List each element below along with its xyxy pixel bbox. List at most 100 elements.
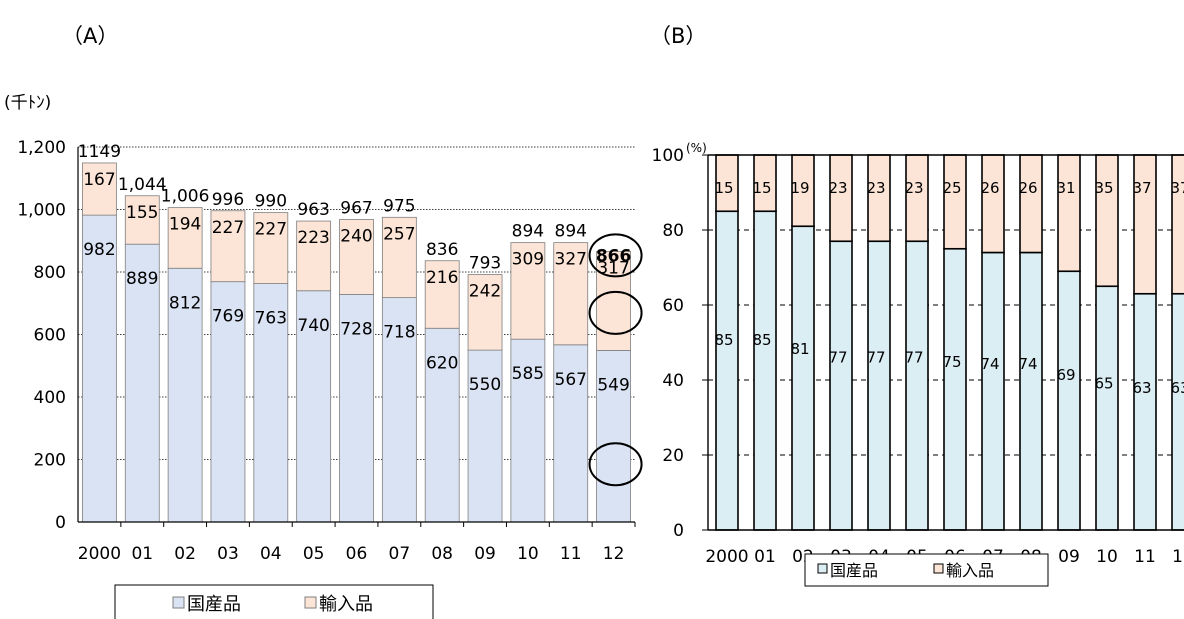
bar-imported bbox=[124, 195, 160, 245]
bar-domestic bbox=[905, 240, 929, 531]
panel-a-unit-label: (千ﾄﾝ) bbox=[4, 93, 51, 113]
data-label-domestic: 85 bbox=[714, 331, 733, 349]
bar-domestic bbox=[296, 290, 332, 523]
panel-b-bars bbox=[715, 154, 1184, 531]
data-label-imported: 26 bbox=[980, 179, 999, 197]
panel-a-x-tick-label: 12 bbox=[603, 544, 625, 564]
bar-imported bbox=[510, 242, 546, 340]
panel-b-y-tick-label: 60 bbox=[662, 296, 684, 316]
panel-b-x-tick-label: 11 bbox=[1134, 547, 1156, 567]
data-label-domestic: 889 bbox=[126, 269, 158, 289]
panel-b-unit-label: (%) bbox=[686, 141, 707, 155]
bar-domestic bbox=[1095, 285, 1119, 531]
data-label-domestic: 812 bbox=[169, 293, 201, 313]
panel-a-x-tick-label: 07 bbox=[389, 544, 411, 564]
bar-domestic bbox=[943, 247, 967, 531]
data-label-domestic: 63 bbox=[1170, 379, 1184, 397]
bar-imported bbox=[1133, 154, 1157, 295]
data-label-domestic: 982 bbox=[83, 240, 115, 260]
data-label-domestic: 65 bbox=[1094, 375, 1113, 393]
data-label-total: 894 bbox=[512, 222, 544, 242]
data-label-imported: 37 bbox=[1132, 179, 1151, 197]
data-label-domestic: 74 bbox=[1018, 355, 1037, 373]
panel-a-legend-swatch-imported bbox=[304, 596, 317, 609]
panel-b-x-tick-label: 10 bbox=[1096, 547, 1118, 567]
bar-domestic bbox=[1133, 292, 1157, 531]
data-label-domestic: 85 bbox=[752, 331, 771, 349]
bar-domestic bbox=[553, 344, 589, 523]
bar-domestic bbox=[467, 349, 503, 523]
data-label-imported: 26 bbox=[1018, 179, 1037, 197]
bar-imported bbox=[253, 212, 289, 284]
panel-b-legend-swatch-imported bbox=[933, 563, 944, 574]
data-label-total: 1,006 bbox=[161, 187, 210, 207]
bar-imported bbox=[82, 162, 117, 216]
data-label-domestic: 718 bbox=[383, 323, 415, 343]
panel-a-x-tick-labels: 2000 01 02 03 04 05 06 07 08 09 10 11 12 bbox=[78, 522, 636, 564]
data-label-imported: 19 bbox=[790, 179, 809, 197]
data-label-imported: 155 bbox=[126, 203, 158, 223]
data-label-imported: 15 bbox=[714, 179, 733, 197]
highlight-circle-total bbox=[588, 233, 643, 278]
bar-domestic bbox=[424, 327, 460, 523]
panel-a-legend: 国産品 輸入品 bbox=[114, 584, 434, 619]
bar-imported bbox=[943, 154, 967, 250]
bar-domestic bbox=[1019, 251, 1043, 531]
data-label-domestic: 740 bbox=[297, 316, 329, 336]
data-label-domestic: 763 bbox=[255, 309, 287, 329]
bar-imported bbox=[905, 154, 929, 243]
bar-imported bbox=[339, 219, 374, 295]
panel-b-x-tick-label: 09 bbox=[1058, 547, 1080, 567]
data-label-imported: 23 bbox=[866, 179, 885, 197]
panel-a-x-tick-label: 09 bbox=[474, 544, 496, 564]
data-label-imported: 23 bbox=[904, 179, 923, 197]
panel-b-legend-box bbox=[804, 553, 1049, 587]
bar-domestic bbox=[753, 210, 777, 531]
data-label-domestic: 549 bbox=[597, 375, 629, 395]
bar-domestic bbox=[82, 214, 117, 523]
panel-b-y-tick-label: 40 bbox=[662, 371, 684, 391]
panel-a-legend-label-imported: 輸入品 bbox=[319, 594, 373, 615]
panel-b-label: （B） bbox=[650, 24, 706, 48]
panel-a-x-tick-label: 01 bbox=[131, 544, 153, 564]
panel-a-label: （A） bbox=[62, 24, 118, 48]
data-label-imported: 257 bbox=[383, 224, 415, 244]
bar-domestic bbox=[1171, 292, 1184, 531]
data-label-total: 1,044 bbox=[118, 175, 167, 195]
panel-b-y-tick-label: 100 bbox=[652, 146, 684, 166]
bar-domestic bbox=[167, 267, 203, 523]
bar-domestic bbox=[981, 251, 1005, 531]
data-label-domestic: 69 bbox=[1056, 366, 1075, 384]
bar-domestic bbox=[596, 350, 631, 523]
data-label-domestic: 769 bbox=[212, 307, 244, 327]
data-label-domestic: 77 bbox=[904, 349, 923, 367]
bar-imported bbox=[381, 216, 417, 299]
data-label-imported: 227 bbox=[212, 218, 244, 238]
bar-imported bbox=[167, 207, 203, 269]
data-label-domestic: 81 bbox=[790, 340, 809, 358]
data-label-imported: 216 bbox=[426, 268, 458, 288]
data-label-domestic: 75 bbox=[942, 353, 961, 371]
panel-a-x-tick-label: 03 bbox=[217, 544, 239, 564]
panel-a-x-tick-label: 06 bbox=[346, 544, 368, 564]
bar-imported bbox=[829, 154, 853, 243]
panel-a-x-tick-label: 2000 bbox=[78, 544, 121, 564]
data-label-imported: 167 bbox=[83, 170, 115, 190]
data-label-domestic: 550 bbox=[469, 375, 501, 395]
data-label-imported: 194 bbox=[169, 215, 201, 235]
panel-a-bars bbox=[82, 162, 631, 523]
data-label-total: 894 bbox=[555, 222, 587, 242]
panel-a-axes bbox=[77, 147, 635, 523]
bar-domestic bbox=[791, 225, 815, 531]
data-label-total: 975 bbox=[383, 196, 415, 216]
bar-imported bbox=[1019, 154, 1043, 254]
bar-imported bbox=[1171, 154, 1184, 295]
data-label-total: 967 bbox=[340, 199, 372, 219]
bar-domestic bbox=[867, 240, 891, 531]
data-label-total: 963 bbox=[297, 200, 329, 220]
bar-imported bbox=[467, 274, 503, 351]
panel-b-x-tick-label: 01 bbox=[754, 547, 776, 567]
data-label-imported: 242 bbox=[469, 282, 501, 302]
panel-a-y-tick-label: 1,000 bbox=[17, 201, 66, 221]
data-label-imported: 317 bbox=[597, 258, 629, 278]
